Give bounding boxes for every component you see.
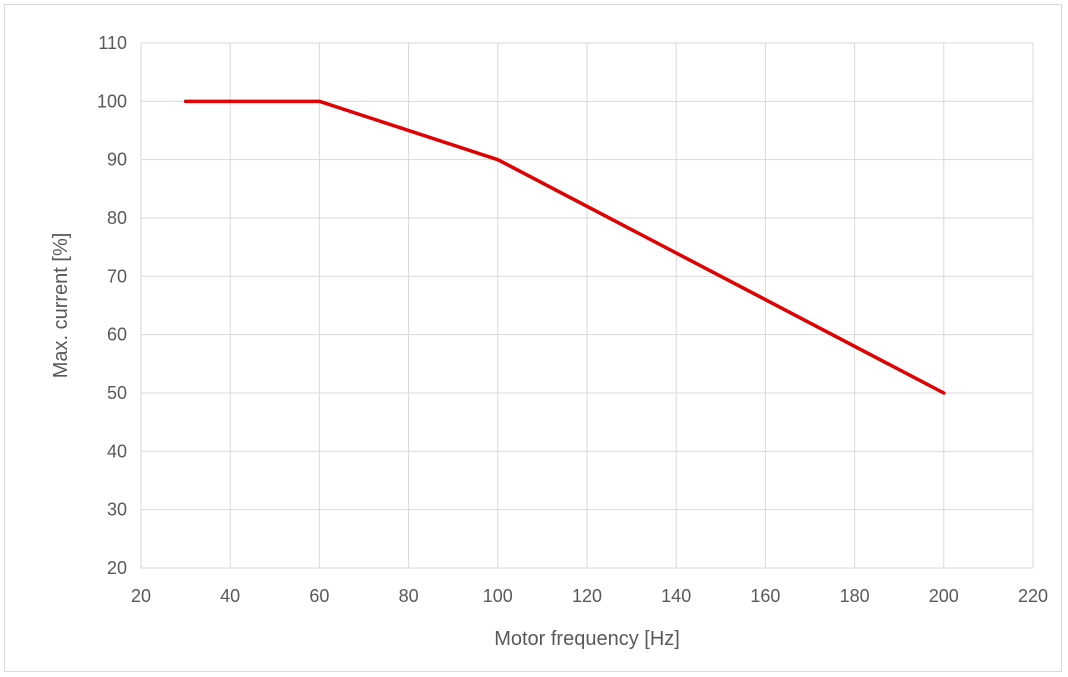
x-axis-title: Motor frequency [Hz]	[494, 628, 680, 650]
x-tick-label: 20	[131, 586, 151, 606]
y-tick-label: 110	[98, 33, 127, 53]
y-tick-label: 50	[107, 383, 127, 403]
x-axis-tick-labels: 20 40 60 80 100 120 140 160 180 200 220	[131, 586, 1048, 606]
x-tick-label: 140	[661, 586, 691, 606]
x-tick-label: 220	[1018, 586, 1048, 606]
x-tick-label: 180	[840, 586, 870, 606]
series-lines	[183, 99, 946, 395]
x-tick-label: 60	[309, 586, 329, 606]
chart-area: 20 30 40 50 60 70 80 90 100 110 20 40 60 80 100 120 140…	[4, 4, 1062, 672]
series-line	[183, 99, 946, 395]
y-axis-tick-labels: 20 30 40 50 60 70 80 90 100 110	[97, 33, 127, 578]
x-tick-label: 120	[572, 586, 602, 606]
y-tick-label: 100	[97, 91, 127, 111]
x-tick-label: 200	[929, 586, 959, 606]
y-tick-label: 70	[107, 266, 127, 286]
grid	[140, 42, 1034, 569]
x-tick-label: 80	[399, 586, 419, 606]
y-tick-label: 40	[107, 441, 127, 461]
y-tick-label: 90	[107, 150, 127, 170]
x-tick-label: 160	[750, 586, 780, 606]
x-tick-label: 100	[483, 586, 513, 606]
y-axis-title: Max. current [%]	[50, 233, 72, 379]
y-tick-label: 20	[107, 558, 127, 578]
x-tick-label: 40	[220, 586, 240, 606]
y-tick-label: 60	[107, 325, 127, 345]
line-chart: 20 30 40 50 60 70 80 90 100 110 20 40 60 80 100 120 140…	[50, 33, 1048, 650]
y-tick-label: 80	[107, 208, 127, 228]
y-tick-label: 30	[107, 500, 127, 520]
